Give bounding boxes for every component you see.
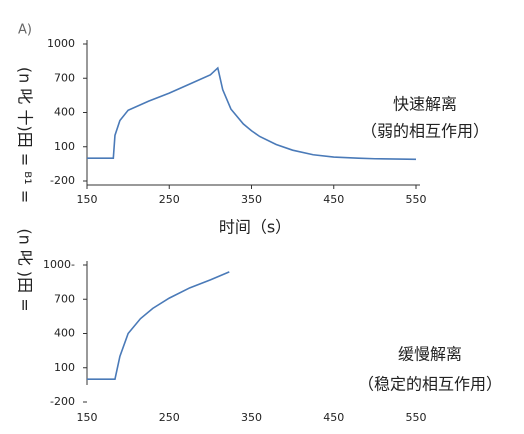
y-tick-label: 1000 — [47, 37, 75, 50]
y-tick-label: 100 — [54, 361, 75, 374]
y-tick-label: -200 — [50, 395, 75, 408]
x-tick-label: 150 — [77, 411, 98, 424]
y-axis-label: (n 叱 )田 = — [16, 228, 35, 311]
y-tick-label: 700 — [54, 71, 75, 84]
data-line — [87, 66, 417, 161]
x-tick-label: 250 — [159, 411, 180, 424]
y-axis-label: (n 叱 十)田 = ᴮ¹ = — [16, 67, 35, 203]
y-tick-label: 700 — [54, 292, 75, 305]
y-tick-label: -200 — [50, 174, 75, 187]
data-line — [87, 271, 230, 380]
annotation: （稳定的相互作用） — [358, 375, 502, 394]
y-tick-label: 400 — [54, 106, 75, 119]
x-tick-label: 150 — [77, 193, 98, 206]
annotation: （弱的相互作用） — [361, 122, 489, 141]
y-tick-label: 400 — [54, 327, 75, 340]
x-tick-label: 550 — [406, 193, 427, 206]
panel-label: A) — [18, 23, 32, 38]
x-tick-label: 550 — [406, 411, 427, 424]
x-tick-label: 450 — [323, 411, 344, 424]
x-tick-label: 450 — [323, 193, 344, 206]
x-tick-label: 250 — [159, 193, 180, 206]
annotation: 缓慢解离 — [398, 345, 462, 364]
y-tick-label: 100 — [54, 140, 75, 153]
y-tick-label: 1000- — [43, 258, 75, 271]
x-tick-label: 350 — [241, 193, 262, 206]
x-tick-label: 350 — [241, 411, 262, 424]
annotation: 快速解离 — [393, 95, 457, 114]
x-axis-label: 时间（s） — [219, 218, 291, 237]
